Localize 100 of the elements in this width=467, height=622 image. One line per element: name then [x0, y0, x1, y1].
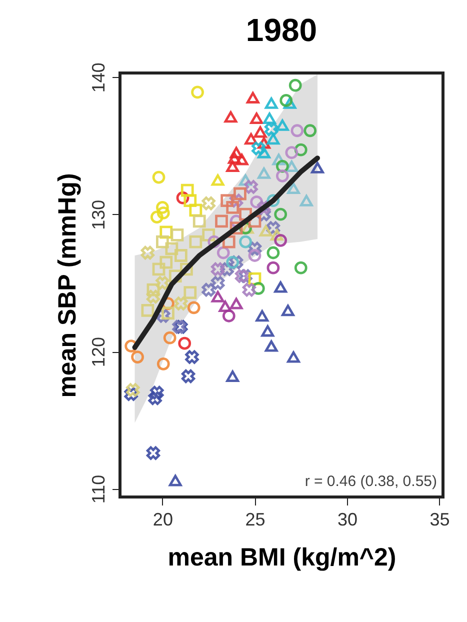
point	[180, 184, 194, 197]
point	[246, 92, 260, 104]
point	[174, 296, 188, 310]
point	[124, 387, 138, 401]
point	[146, 446, 160, 460]
chart-title: 1980	[246, 12, 318, 48]
point	[239, 235, 252, 248]
point	[189, 235, 202, 248]
point	[287, 182, 300, 194]
point	[250, 196, 264, 208]
y-tick-label: 140	[88, 62, 108, 93]
point	[257, 200, 271, 214]
point	[266, 261, 280, 274]
point	[234, 269, 249, 283]
point	[163, 331, 176, 344]
point	[174, 249, 188, 262]
point	[300, 194, 313, 206]
point	[244, 180, 258, 194]
point	[156, 206, 170, 220]
point	[294, 143, 308, 156]
point	[287, 351, 300, 363]
point	[170, 228, 184, 242]
point	[160, 226, 173, 239]
y-tick-label: 130	[88, 200, 108, 230]
point	[276, 169, 289, 182]
point	[259, 225, 272, 237]
point	[220, 194, 234, 208]
point	[274, 281, 288, 293]
point	[202, 282, 216, 297]
point	[264, 122, 278, 136]
point	[156, 201, 169, 214]
point	[276, 119, 289, 131]
point	[280, 94, 293, 107]
point	[311, 162, 324, 174]
point	[235, 154, 248, 166]
point	[266, 246, 280, 260]
point	[141, 304, 154, 317]
point	[211, 290, 224, 302]
point	[208, 235, 221, 248]
x-axis-title: mean BMI (kg/m^2)	[168, 544, 396, 572]
point	[220, 262, 234, 276]
point	[258, 137, 270, 149]
point	[266, 221, 280, 235]
point	[229, 256, 244, 270]
point	[248, 242, 262, 256]
point	[184, 194, 197, 208]
point	[150, 210, 164, 224]
point	[285, 160, 298, 172]
point	[156, 357, 170, 370]
point	[168, 474, 182, 486]
point	[156, 309, 170, 323]
point	[242, 282, 256, 297]
point	[230, 146, 243, 158]
point	[148, 391, 162, 406]
point	[210, 262, 225, 276]
point	[304, 124, 317, 138]
point	[230, 222, 243, 234]
x-tick-label: 30	[338, 510, 358, 530]
point	[228, 152, 241, 164]
point	[210, 276, 225, 290]
point	[282, 304, 294, 316]
point	[192, 214, 206, 228]
point	[187, 301, 200, 314]
point	[244, 133, 258, 145]
point	[224, 111, 238, 123]
point	[140, 246, 155, 260]
point	[285, 146, 298, 160]
point	[165, 242, 178, 256]
point	[283, 97, 296, 109]
point	[202, 228, 216, 242]
point	[270, 229, 284, 241]
point	[162, 306, 174, 320]
point	[178, 336, 192, 350]
point	[264, 97, 278, 109]
point	[150, 386, 164, 400]
point	[185, 350, 199, 364]
point	[248, 214, 262, 228]
point	[272, 154, 286, 166]
point	[274, 234, 288, 247]
y-axis-title: mean SBP (mmHg)	[54, 173, 82, 398]
point	[216, 246, 230, 260]
point	[248, 249, 262, 262]
annotation: r = 0.46 (0.38, 0.55)	[304, 473, 437, 490]
point	[256, 310, 269, 322]
point	[238, 269, 252, 283]
point	[189, 204, 202, 217]
point	[266, 194, 280, 208]
point	[152, 262, 166, 276]
point	[131, 350, 144, 364]
point	[263, 112, 276, 124]
point	[258, 167, 270, 179]
point	[191, 86, 204, 99]
point	[152, 170, 166, 184]
point	[239, 174, 252, 186]
point	[266, 133, 280, 145]
point	[176, 191, 190, 204]
point	[156, 235, 169, 248]
point	[226, 370, 240, 382]
point	[264, 340, 278, 352]
point	[160, 256, 173, 269]
